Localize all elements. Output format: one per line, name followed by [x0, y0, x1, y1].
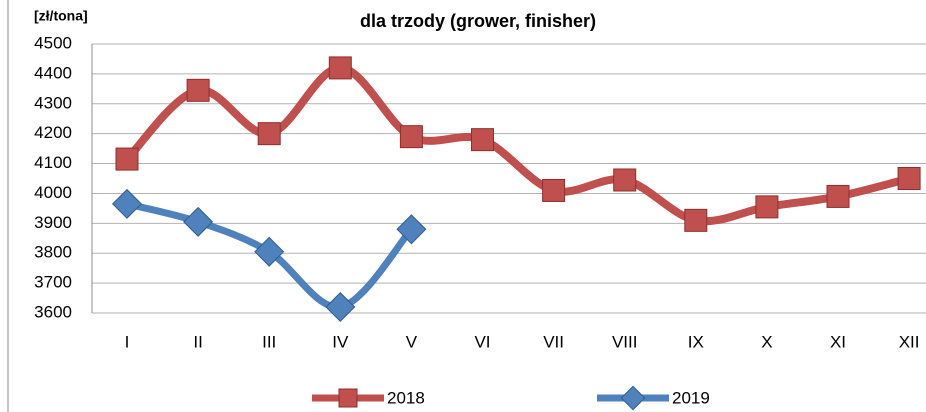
- legend-marker: [620, 385, 646, 411]
- legend-label: 2018: [387, 388, 425, 407]
- x-tick-label: VII: [543, 332, 564, 351]
- y-tick-label: 4300: [34, 93, 72, 112]
- y-tick-label: 3800: [34, 243, 72, 262]
- legend-marker: [338, 388, 358, 408]
- x-tick-label: IX: [688, 332, 704, 351]
- x-tick-label: VI: [474, 332, 490, 351]
- x-tick-label: III: [262, 332, 276, 351]
- x-tick-label: XI: [830, 332, 846, 351]
- marker: [826, 184, 850, 208]
- marker: [399, 125, 423, 149]
- x-tick-label: V: [406, 332, 418, 351]
- marker: [613, 168, 637, 192]
- marker: [254, 236, 285, 267]
- x-tick-label: I: [125, 332, 130, 351]
- y-axis-label: [zł/tona]: [34, 8, 88, 24]
- y-tick-label: 3900: [34, 213, 72, 232]
- y-tick-label: 4500: [34, 33, 72, 52]
- marker: [328, 56, 352, 80]
- marker: [115, 147, 139, 171]
- x-tick-label: IV: [332, 332, 349, 351]
- marker: [111, 188, 143, 219]
- marker: [396, 214, 427, 245]
- y-tick-label: 4000: [34, 183, 72, 202]
- legend-label: 2019: [672, 388, 710, 407]
- series-line: [123, 63, 914, 226]
- y-tick-label: 4400: [34, 63, 72, 82]
- x-tick-label: XII: [899, 332, 920, 351]
- marker: [183, 206, 214, 237]
- marker: [755, 195, 779, 219]
- marker: [325, 292, 356, 323]
- chart-title: dla trzody (grower, finisher): [360, 11, 596, 31]
- marker: [684, 208, 708, 232]
- x-tick-label: VIII: [612, 332, 638, 351]
- marker: [186, 78, 210, 102]
- x-tick-label: II: [193, 332, 202, 351]
- marker: [542, 178, 566, 202]
- y-tick-label: 3700: [34, 273, 72, 292]
- y-tick-label: 3600: [34, 302, 72, 321]
- marker: [471, 128, 494, 152]
- x-tick-label: X: [761, 332, 772, 351]
- y-tick-label: 4200: [34, 123, 72, 142]
- marker: [257, 122, 281, 146]
- marker: [897, 167, 921, 190]
- y-tick-label: 4100: [34, 153, 72, 172]
